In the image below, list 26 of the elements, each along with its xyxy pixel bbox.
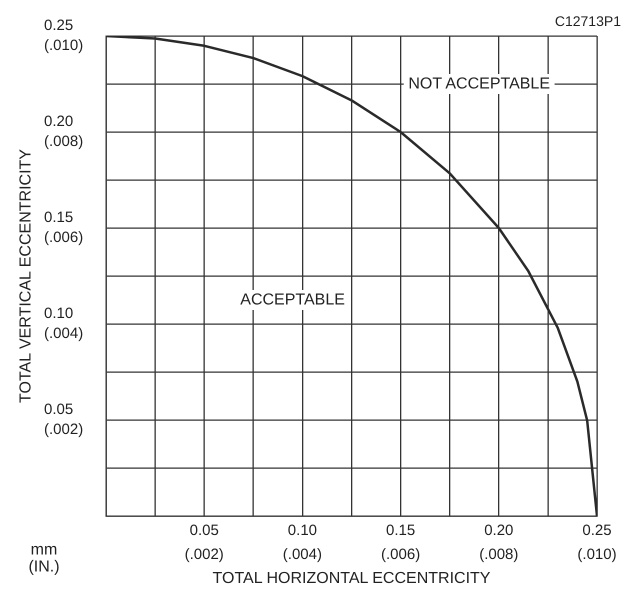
x-axis-title: TOTAL HORIZONTAL ECCENTRICITY (212, 570, 491, 587)
x-tick-label: 0.25 (582, 522, 612, 540)
y-axis-title: TOTAL VERTICAL ECCENTRICITY (17, 148, 34, 403)
x-tick-label: 0.10 (288, 522, 317, 540)
y-tick-label: 0.15 (44, 209, 74, 226)
y-tick-label: 0.25 (44, 17, 74, 34)
x2-tick-label: (.008) (479, 546, 518, 564)
x2-tick-label: (.010) (577, 546, 617, 564)
annotation: NOT ACCEPTABLE (408, 75, 550, 92)
y-tick-label: 0.20 (44, 113, 74, 130)
y2-tick-label: (.006) (44, 229, 84, 246)
text: mm (IN.) (28, 541, 60, 576)
y2-tick-label: (.008) (44, 133, 84, 150)
x2-tick-label: (.002) (184, 546, 224, 564)
y2-tick-label: (.004) (44, 325, 84, 342)
y-tick-label: 0.10 (44, 305, 74, 322)
y2-tick-label: (.002) (44, 421, 84, 438)
x-tick-label: 0.20 (484, 522, 514, 540)
x-tick-label: 0.15 (386, 522, 416, 540)
x-tick-label: 0.05 (190, 522, 219, 540)
y2-tick-label: (.010) (44, 37, 84, 54)
x2-tick-label: (.006) (381, 546, 420, 564)
text: C12713P1 (554, 12, 622, 29)
x2-tick-label: (.004) (282, 546, 322, 564)
y-tick-label: 0.05 (44, 401, 74, 418)
annotation: ACCEPTABLE (240, 291, 345, 308)
